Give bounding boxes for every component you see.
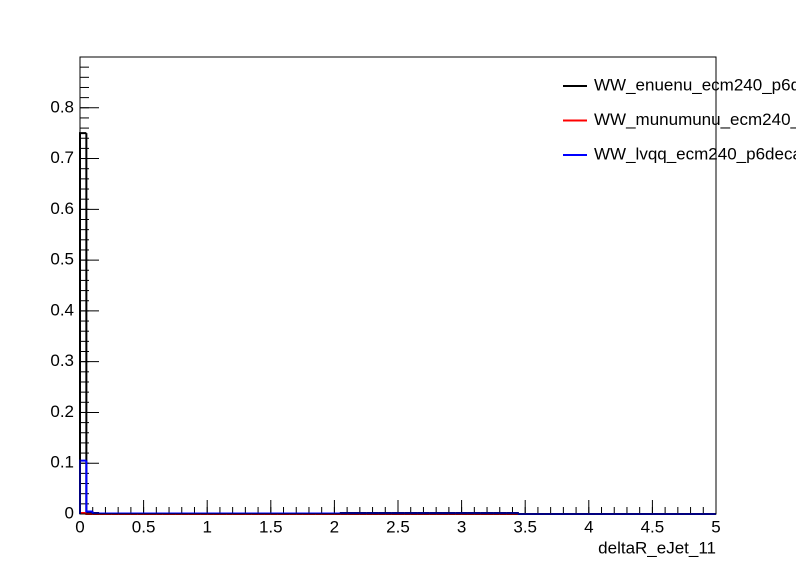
x-tick-label: 2.5	[386, 517, 410, 536]
legend-label: WW_munumunu_ecm240_p	[594, 110, 796, 129]
x-tick-label: 4.5	[641, 517, 665, 536]
x-tick-label: 1.5	[259, 517, 283, 536]
legend-label: WW_enuenu_ecm240_p6de	[594, 75, 796, 94]
x-tick-label: 3	[457, 517, 466, 536]
y-tick-label: 0.8	[50, 97, 74, 116]
plot-frame	[79, 56, 717, 515]
y-tick-label: 0.3	[50, 351, 74, 370]
y-tick-label: 0	[65, 503, 74, 522]
x-tick-label: 0.5	[132, 517, 156, 536]
y-tick-label: 0.4	[50, 300, 74, 319]
x-tick-label: 4	[584, 517, 593, 536]
x-tick-label: 0	[75, 517, 84, 536]
histogram-bin	[91, 511, 100, 515]
x-tick-label: 5	[711, 517, 720, 536]
x-tick-label: 2	[330, 517, 339, 536]
y-tick-label: 0.7	[50, 148, 74, 167]
y-tick-label: 0.2	[50, 402, 74, 421]
y-tick-label: 0.6	[50, 199, 74, 218]
x-axis-label: deltaR_eJet_11	[598, 538, 716, 557]
legend-label: WW_lvqq_ecm240_p6decay	[594, 144, 796, 163]
y-tick-label: 0.5	[50, 250, 74, 269]
x-tick-label: 1	[202, 517, 211, 536]
y-tick-label: 0.1	[50, 453, 74, 472]
x-tick-label: 3.5	[513, 517, 537, 536]
histogram-bin	[85, 460, 93, 513]
